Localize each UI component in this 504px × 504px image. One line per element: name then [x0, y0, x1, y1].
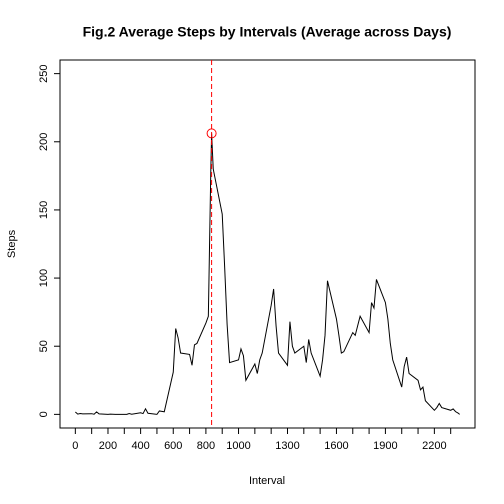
x-tick-label: 0 — [72, 440, 78, 452]
x-tick-label: 1600 — [324, 440, 348, 452]
x-tick-label: 600 — [164, 440, 182, 452]
y-axis-label: Steps — [6, 229, 18, 258]
x-axis-label: Interval — [249, 475, 285, 487]
y-tick-label: 50 — [38, 340, 50, 352]
x-tick-label: 1300 — [275, 440, 299, 452]
data-line — [75, 133, 460, 415]
max-point — [206, 128, 217, 139]
y-tick-label: 150 — [38, 201, 50, 219]
x-tick-label: 1900 — [373, 440, 397, 452]
chart-title: Fig.2 Average Steps by Intervals (Averag… — [83, 24, 452, 40]
x-tick-label: 400 — [131, 440, 149, 452]
x-tick-label: 200 — [99, 440, 117, 452]
y-tick-label: 0 — [38, 411, 50, 417]
y-tick-label: 100 — [38, 269, 50, 287]
x-tick-label: 1000 — [226, 440, 250, 452]
plot-box — [59, 59, 476, 429]
x-tick-label: 2200 — [422, 440, 446, 452]
x-tick-label: 800 — [197, 440, 215, 452]
y-tick-label: 250 — [38, 64, 50, 82]
y-tick-label: 200 — [38, 133, 50, 151]
